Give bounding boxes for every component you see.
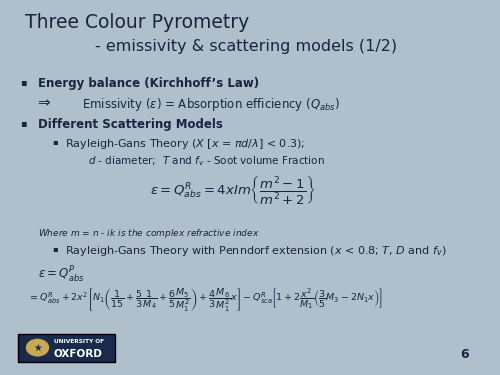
Text: Rayleigh-Gans Theory ($X$ [$x$ = $\pi d/\lambda$] < 0.3);: Rayleigh-Gans Theory ($X$ [$x$ = $\pi d/… [65,137,306,151]
Text: $= Q^{R}_{abs} + 2x^2\left[N_1\left(\dfrac{1}{15}+\dfrac{5}{3}\dfrac{1}{M_4}+\df: $= Q^{R}_{abs} + 2x^2\left[N_1\left(\dfr… [28,286,382,313]
FancyBboxPatch shape [18,334,115,362]
Text: Energy balance (Kirchhoff’s Law): Energy balance (Kirchhoff’s Law) [38,77,258,90]
Text: OXFORD: OXFORD [54,349,103,359]
Text: ★: ★ [33,343,42,352]
Text: 6: 6 [460,348,468,361]
Text: Three Colour Pyrometry: Three Colour Pyrometry [25,13,249,32]
Text: $d$ - diameter;  $T$ and $f_v$ - Soot volume Fraction: $d$ - diameter; $T$ and $f_v$ - Soot vol… [88,154,324,168]
Text: Emissivity ($\varepsilon$) = Absorption efficiency ($Q_{abs}$): Emissivity ($\varepsilon$) = Absorption … [82,96,340,112]
Text: ⇒: ⇒ [38,96,50,111]
Text: ▪: ▪ [52,137,58,146]
Text: $\varepsilon = Q^{P}_{abs}$: $\varepsilon = Q^{P}_{abs}$ [38,264,84,285]
Text: ▪: ▪ [20,118,26,128]
Text: Rayleigh-Gans Theory with Penndorf extension ($x$ < 0.8; $T$, $D$ and $f_v$): Rayleigh-Gans Theory with Penndorf exten… [65,244,446,258]
Text: $\varepsilon = Q^{R}_{abs} = 4xIm\left\{\dfrac{m^2 - 1}{m^2 + 2}\right\}$: $\varepsilon = Q^{R}_{abs} = 4xIm\left\{… [150,174,316,206]
Text: Where $m$ = $n$ - $ik$ is the complex refractive index: Where $m$ = $n$ - $ik$ is the complex re… [38,227,259,240]
Text: Different Scattering Models: Different Scattering Models [38,118,222,131]
Text: ▪: ▪ [52,244,58,254]
Circle shape [26,339,48,356]
Text: - emissivity & scattering models (1/2): - emissivity & scattering models (1/2) [95,39,397,54]
Text: UNIVERSITY OF: UNIVERSITY OF [54,339,104,344]
Text: ▪: ▪ [20,77,26,87]
